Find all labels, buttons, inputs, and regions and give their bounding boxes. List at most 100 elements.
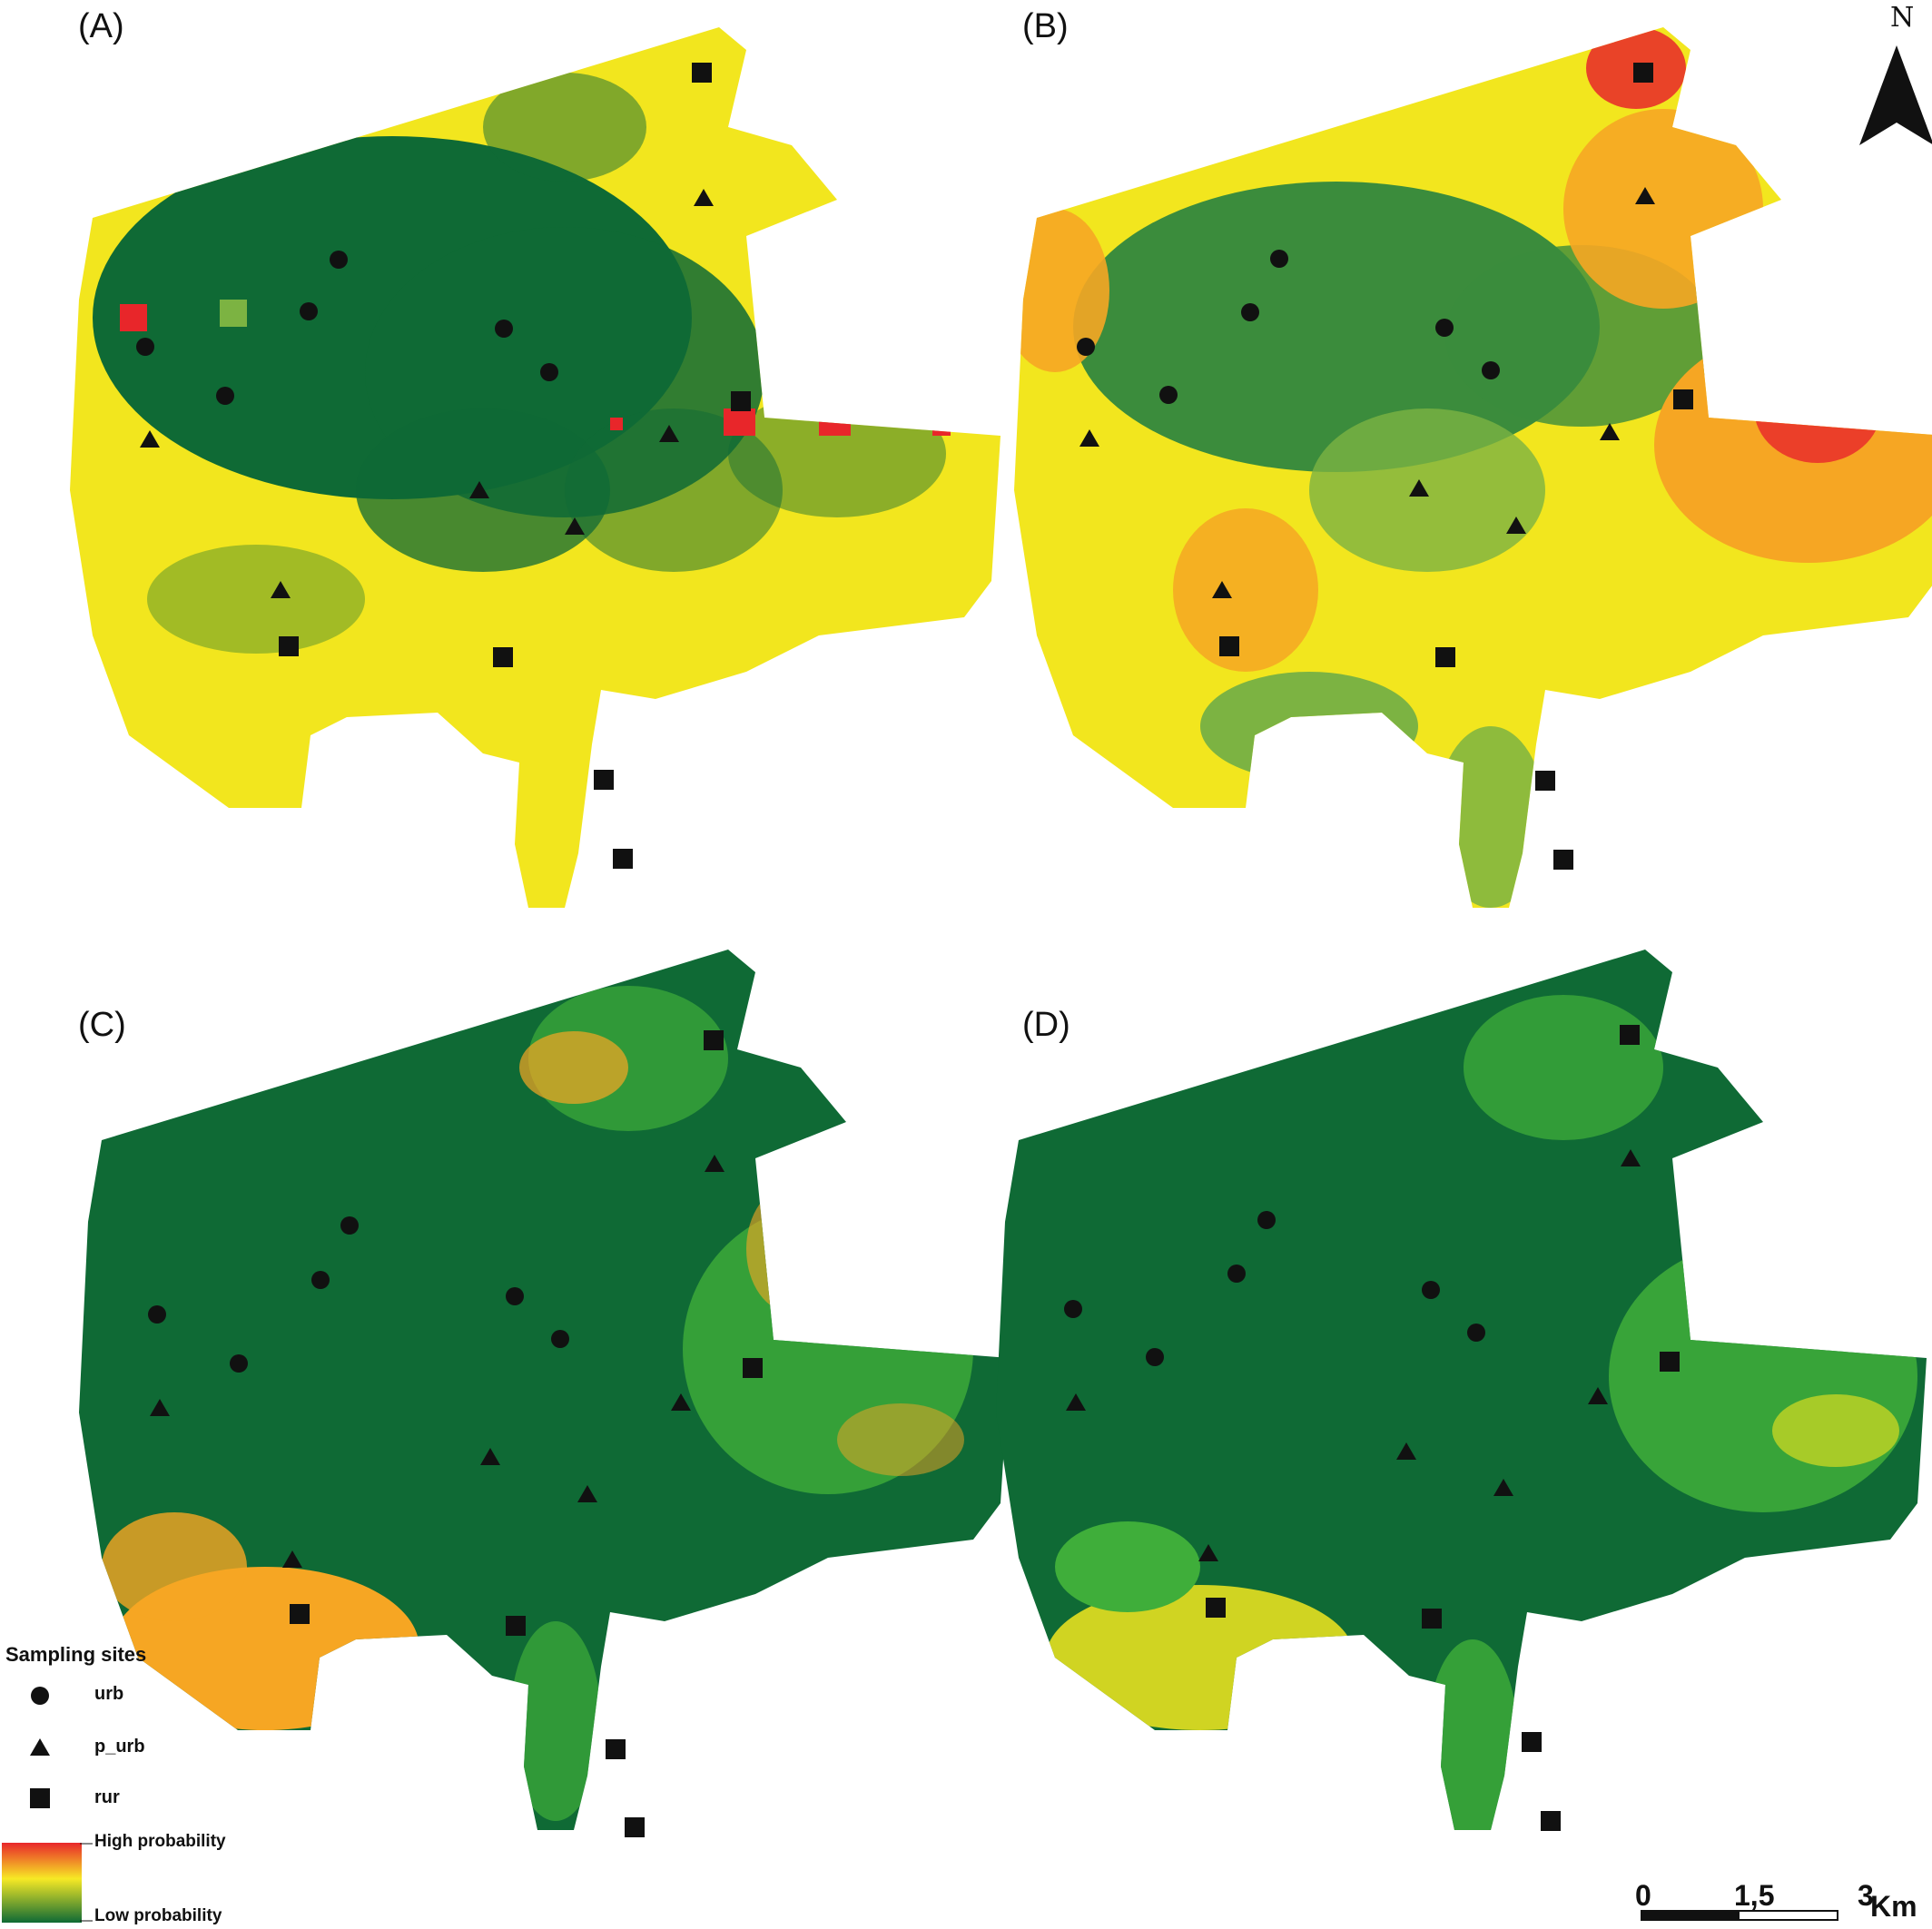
site-marker-p-urb [282, 1550, 302, 1568]
probability-gradient-bar [2, 1843, 82, 1923]
scale-bar [1641, 1910, 1838, 1921]
site-marker-rur [606, 1739, 626, 1759]
site-marker-rur [1219, 636, 1239, 656]
site-marker-urb [1435, 319, 1454, 337]
site-marker-rur [506, 1616, 526, 1636]
legend-symbols [30, 1687, 50, 1808]
site-marker-rur [731, 391, 751, 411]
site-marker-rur [1206, 1598, 1226, 1618]
site-marker-urb [551, 1330, 569, 1348]
site-markers-panel-d [1064, 1025, 1680, 1831]
site-marker-urb [1064, 1300, 1082, 1318]
site-marker-p-urb [1409, 479, 1429, 497]
site-marker-urb [1467, 1324, 1485, 1342]
site-marker-urb [1241, 303, 1259, 321]
site-marker-p-urb [140, 430, 160, 448]
site-marker-p-urb [1635, 187, 1655, 204]
site-marker-urb [1159, 386, 1178, 404]
site-marker-urb [1482, 361, 1500, 379]
site-marker-p-urb [705, 1155, 724, 1172]
site-marker-rur [1541, 1811, 1561, 1831]
map-panel-c [79, 950, 1010, 1830]
site-marker-p-urb [565, 517, 585, 535]
legend-item-p-urb: p_urb [94, 1737, 145, 1757]
site-marker-rur [692, 63, 712, 83]
scale-label-1-5: 1,5 [1734, 1879, 1775, 1912]
site-marker-rur [743, 1358, 763, 1378]
site-marker-urb [1270, 250, 1288, 268]
site-marker-rur [1435, 647, 1455, 667]
site-marker-urb [1146, 1348, 1164, 1366]
legend-item-urb: urb [94, 1684, 124, 1704]
legend-item-rur: rur [94, 1787, 120, 1807]
site-marker-p-urb [480, 1448, 500, 1465]
scale-label-0: 0 [1635, 1879, 1651, 1912]
site-marker-urb [340, 1216, 359, 1235]
site-marker-rur [1673, 389, 1693, 409]
north-arrow-icon [1859, 45, 1932, 145]
site-marker-rur [1620, 1025, 1640, 1045]
scale-unit: Km [1870, 1890, 1917, 1923]
site-marker-p-urb [469, 481, 489, 498]
site-marker-urb [148, 1305, 166, 1324]
scale-label-3: 3 [1858, 1879, 1874, 1912]
site-marker-p-urb [1066, 1393, 1086, 1411]
map-panel-d [996, 950, 1927, 1830]
site-marker-rur [613, 849, 633, 869]
site-marker-p-urb [1588, 1387, 1608, 1404]
site-marker-p-urb [1212, 581, 1232, 598]
panel-label-c: (C) [78, 1006, 126, 1044]
site-marker-urb [1257, 1211, 1276, 1229]
site-marker-rur [290, 1604, 310, 1624]
legend-high-probability: High probability [94, 1832, 226, 1851]
site-marker-p-urb [1396, 1442, 1416, 1460]
site-marker-p-urb [1079, 429, 1099, 447]
site-marker-rur [1633, 63, 1653, 83]
site-marker-urb [311, 1271, 330, 1289]
site-marker-urb [495, 320, 513, 338]
site-marker-rur [704, 1030, 724, 1050]
site-marker-rur [1553, 850, 1573, 870]
site-marker-rur [1660, 1352, 1680, 1372]
site-marker-p-urb [1506, 517, 1526, 534]
triangle-icon [30, 1738, 50, 1756]
site-marker-p-urb [1600, 423, 1620, 440]
site-marker-p-urb [577, 1485, 597, 1502]
site-marker-urb [506, 1287, 524, 1305]
site-marker-p-urb [1198, 1544, 1218, 1561]
site-marker-urb [230, 1354, 248, 1373]
site-marker-p-urb [694, 189, 714, 206]
site-marker-urb [1227, 1265, 1246, 1283]
site-marker-rur [594, 770, 614, 790]
site-marker-p-urb [659, 425, 679, 442]
site-marker-urb [540, 363, 558, 381]
site-marker-rur [625, 1817, 645, 1837]
site-marker-urb [330, 251, 348, 269]
legend-title: Sampling sites [5, 1643, 147, 1666]
site-marker-p-urb [1493, 1479, 1513, 1496]
site-markers-panel-c [148, 1030, 763, 1837]
site-marker-rur [1422, 1609, 1442, 1629]
map-panel-a [70, 27, 1000, 908]
site-marker-urb [300, 302, 318, 320]
square-icon [30, 1788, 50, 1808]
site-marker-urb [1077, 338, 1095, 356]
panel-label-b: (B) [1022, 7, 1069, 45]
site-marker-p-urb [271, 581, 291, 598]
site-marker-p-urb [1621, 1149, 1641, 1166]
legend-low-probability: Low probability [94, 1906, 222, 1925]
panel-label-a: (A) [78, 7, 124, 45]
site-marker-p-urb [150, 1399, 170, 1416]
site-marker-urb [136, 338, 154, 356]
map-panel-b [1014, 27, 1932, 908]
panel-label-d: (D) [1022, 1006, 1070, 1044]
site-markers-panel-b [1077, 63, 1693, 870]
circle-icon [31, 1687, 49, 1705]
site-markers-panel-a [136, 63, 751, 869]
site-marker-p-urb [671, 1393, 691, 1411]
site-marker-rur [1535, 771, 1555, 791]
site-marker-rur [493, 647, 513, 667]
site-marker-urb [216, 387, 234, 405]
site-marker-urb [1422, 1281, 1440, 1299]
